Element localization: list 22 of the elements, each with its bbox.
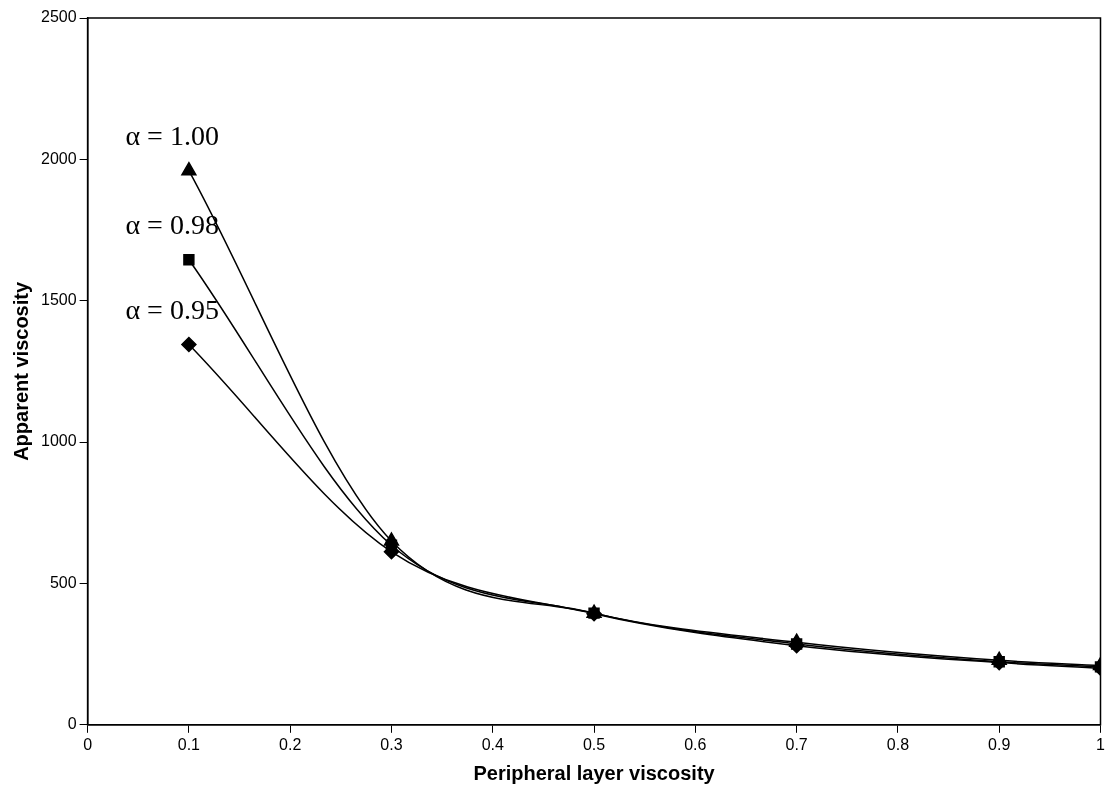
series-label: α = 0.95 (125, 293, 219, 325)
x-tick-label: 0.9 (988, 735, 1011, 753)
y-axis-title: Apparent viscosity (9, 281, 32, 461)
x-tick-label: 0.3 (380, 735, 403, 753)
y-tick-label: 1500 (41, 291, 77, 309)
x-tick-label: 0 (83, 735, 93, 753)
y-tick-label: 500 (49, 573, 77, 591)
x-tick-label: 0.5 (582, 735, 606, 753)
x-tick-label: 0.1 (177, 735, 201, 753)
series-label: α = 1.00 (125, 119, 219, 151)
x-tick-label: 0.7 (785, 735, 808, 753)
y-tick-label: 2000 (41, 149, 77, 167)
x-tick-label: 1 (1096, 735, 1106, 753)
x-tick-label: 0.2 (279, 735, 302, 753)
x-axis-title: Peripheral layer viscosity (473, 761, 716, 784)
y-tick-label: 0 (67, 715, 77, 733)
y-tick-label: 1000 (41, 432, 77, 450)
x-tick-label: 0.4 (481, 735, 504, 753)
x-tick-label: 0.6 (684, 735, 707, 753)
series-label: α = 0.98 (125, 208, 219, 240)
y-tick-label: 2500 (41, 8, 77, 26)
x-tick-label: 0.8 (886, 735, 910, 753)
